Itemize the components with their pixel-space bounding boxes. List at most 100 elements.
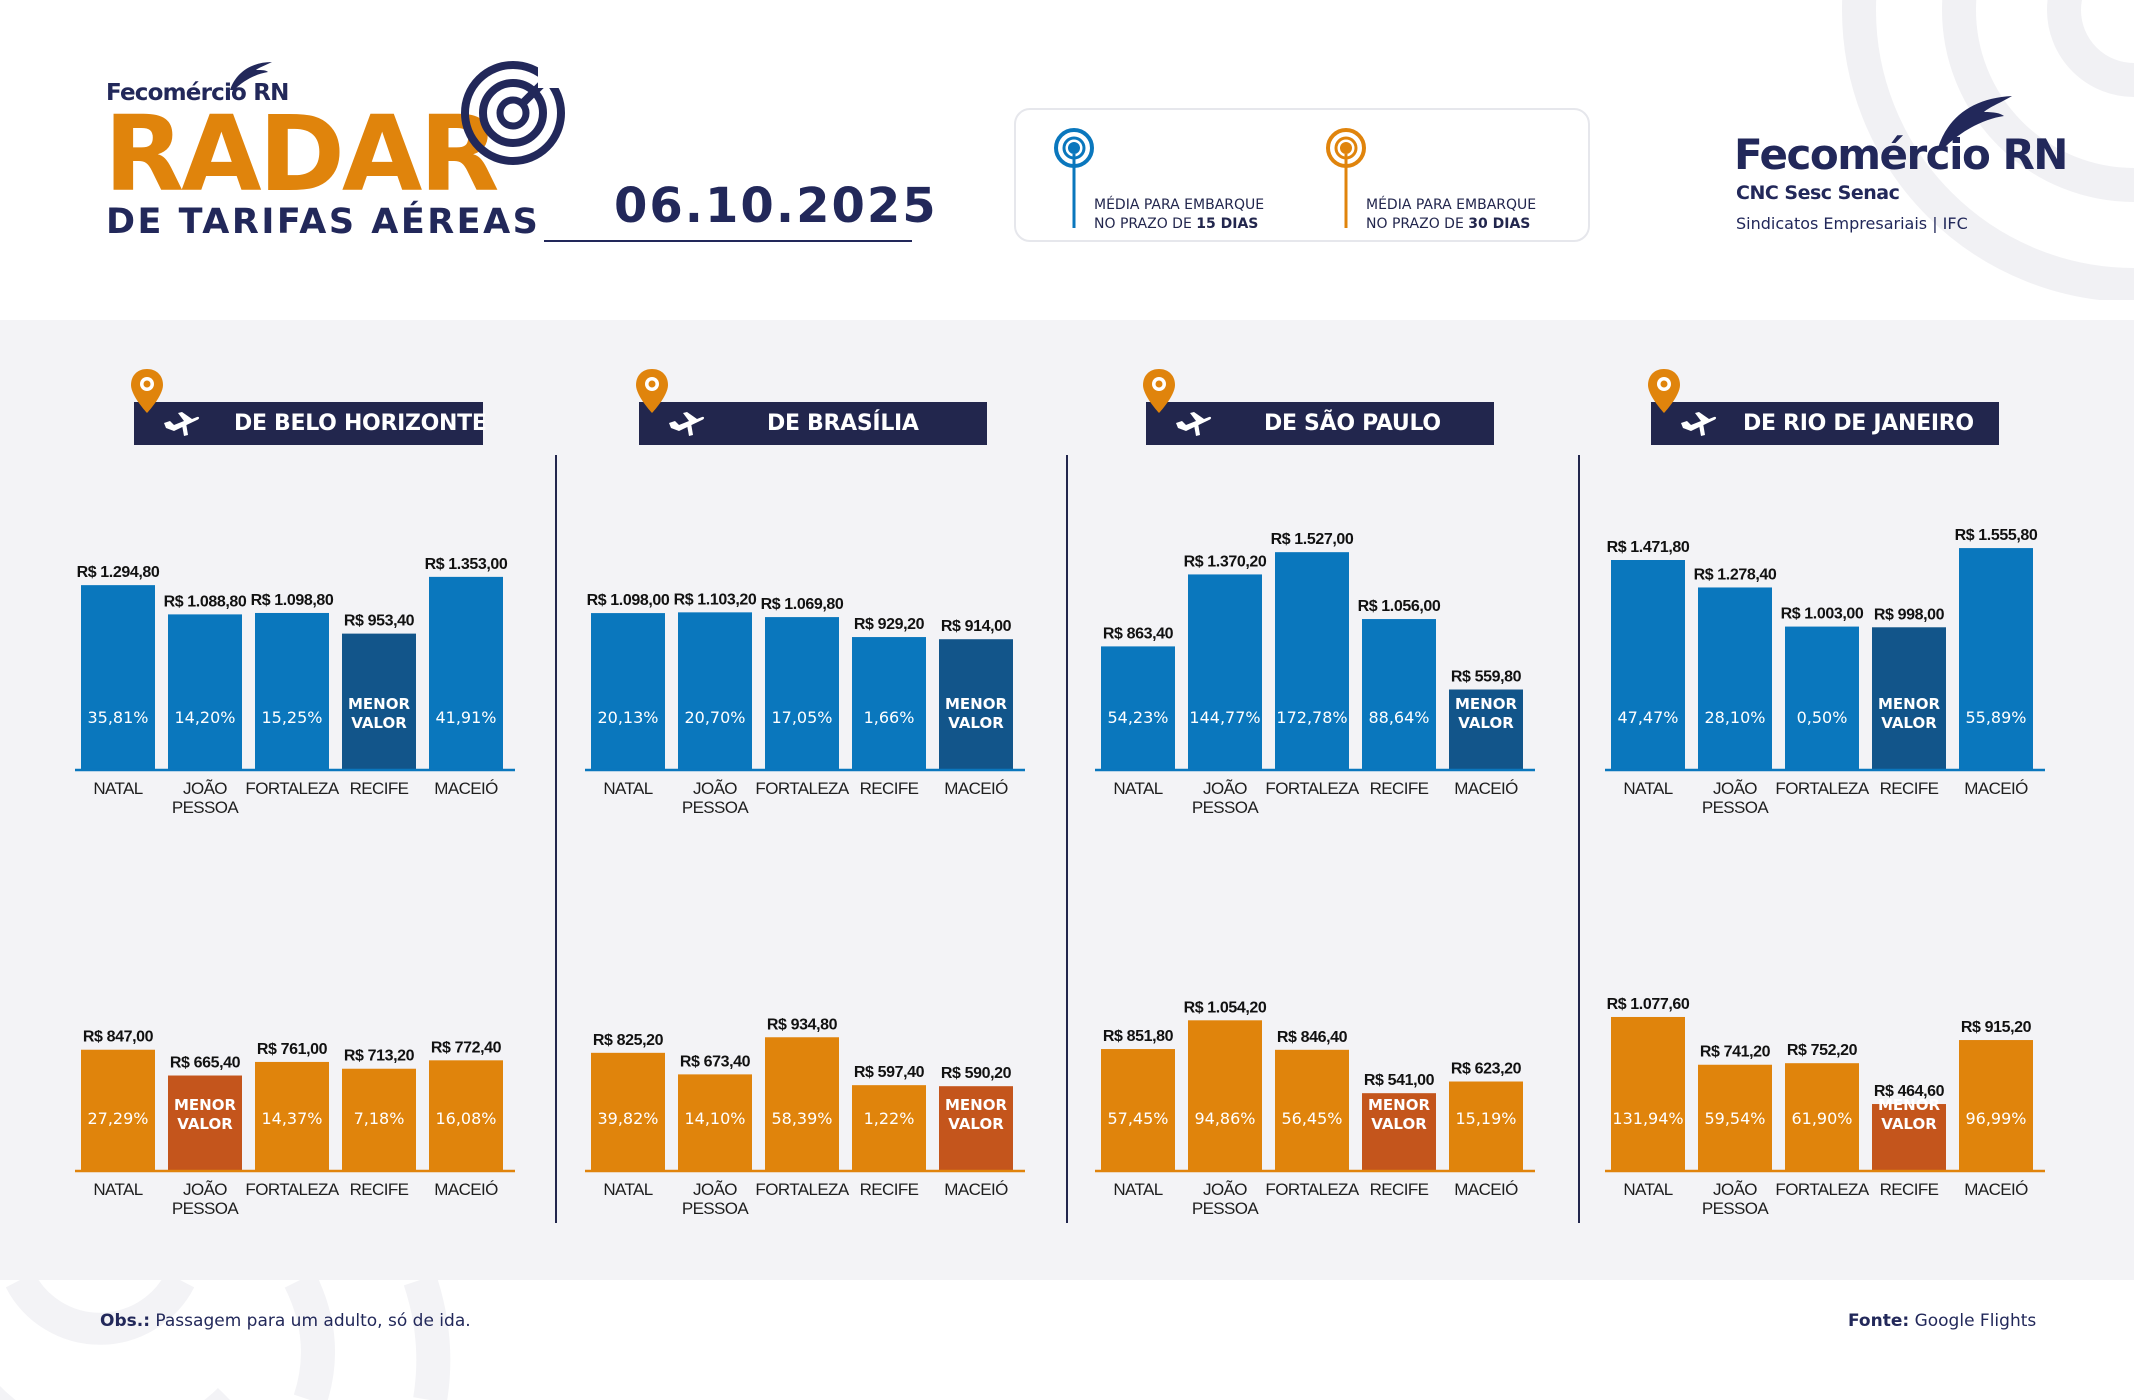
bar-value-label: R$ 1.278,40 [1694,566,1777,583]
airplane-takeoff-icon [669,412,705,436]
bar-joão-pessoa [168,614,242,769]
category-label: MACEIÓ [1964,779,2028,798]
origin-header: DE BRASÍLIA [639,402,987,445]
bar-recife [1872,627,1946,769]
category-label: MACEIÓ [1454,779,1518,798]
bar-value-label: R$ 846,40 [1277,1029,1348,1046]
origin-title: DE SÃO PAULO [1264,411,1441,436]
category-label: NATAL [1113,1180,1162,1199]
lowest-value-badge: MENOR [1878,1096,1940,1114]
category-label: PESSOA [1702,798,1770,817]
bar-percent-label: 15,19% [1455,1109,1516,1128]
bar-value-label: R$ 1.370,20 [1184,553,1267,570]
bar-percent-label: 96,99% [1965,1109,2026,1128]
category-label: RECIFE [1880,1180,1939,1199]
origin-title: DE RIO DE JANEIRO [1743,411,1974,436]
bar-percent-label: 88,64% [1368,708,1429,727]
legend-line2: NO PRAZO DE [1366,216,1469,232]
category-label: NATAL [1623,1180,1672,1199]
bar-value-label: R$ 1.056,00 [1358,598,1441,615]
category-label: FORTALEZA [1775,779,1869,798]
bar-value-label: R$ 825,20 [593,1032,664,1049]
bar-percent-label: 20,13% [597,708,658,727]
bar-percent-label: 1,66% [864,708,915,727]
chart-30-dias: R$ 825,20 39,82% NATAL R$ 673,40 14,10% JOÃOP… [585,1016,1025,1218]
bar-value-label: R$ 772,40 [431,1039,502,1056]
date-underline [544,240,912,242]
category-label: RECIFE [860,1180,919,1199]
radar-signal-icon [1326,128,1366,228]
origin-header: DE BELO HORIZONTE [134,402,487,445]
category-label: FORTALEZA [755,779,849,798]
category-label: MACEIÓ [1454,1180,1518,1199]
bar-value-label: R$ 1.077,60 [1607,996,1690,1013]
footer-source-label: Fonte: [1848,1311,1910,1331]
bar-joão-pessoa [1698,1064,1772,1170]
bar-percent-label: 41,91% [435,708,496,727]
bar-natal [1611,1016,1685,1170]
bar-percent-label: 144,77% [1189,708,1260,727]
origin-title: DE BRASÍLIA [767,411,919,436]
bar-value-label: R$ 914,00 [941,618,1012,635]
bar-percent-label: 35,81% [87,708,148,727]
bar-joão-pessoa [1188,1020,1262,1170]
category-label: JOÃO [1203,1180,1247,1199]
category-label: JOÃO [1713,1180,1757,1199]
legend-line1: MÉDIA PARA EMBARQUE [1094,197,1265,213]
lowest-value-badge: MENOR [1368,1096,1430,1114]
main-panel: DE BELO HORIZONTE R$ 1.294,80 35,81% NATAL R… [0,320,2134,1280]
bar-value-label: R$ 998,00 [1874,606,1945,623]
origin-header: DE RIO DE JANEIRO [1651,402,1999,445]
bar-fortaleza [765,617,839,769]
column-divider [1066,455,1068,1223]
airplane-takeoff-icon [1176,412,1212,436]
bar-joão-pessoa [1698,587,1772,769]
category-label: PESSOA [1192,798,1260,817]
bar-value-label: R$ 1.098,80 [251,592,334,609]
lowest-value-badge: MENOR [174,1096,236,1114]
bar-value-label: R$ 953,40 [344,613,415,630]
category-label: RECIFE [350,1180,409,1199]
column-divider [555,455,557,1223]
category-label: FORTALEZA [245,1180,339,1199]
bar-value-label: R$ 1.003,00 [1781,606,1864,623]
bar-percent-label: 57,45% [1107,1109,1168,1128]
bar-fortaleza [1785,626,1859,769]
bar-value-label: R$ 623,20 [1451,1061,1522,1078]
category-label: RECIFE [350,779,409,798]
bar-percent-label: 39,82% [597,1109,658,1128]
bar-percent-label: 54,23% [1107,708,1168,727]
category-label: NATAL [1623,779,1672,798]
bar-value-label: R$ 665,40 [170,1055,241,1072]
bar-percent-label: 16,08% [435,1109,496,1128]
bar-percent-label: 7,18% [354,1109,405,1128]
bar-maceió [1449,1081,1523,1170]
bar-natal [81,585,155,769]
category-label: MACEIÓ [944,1180,1008,1199]
bar-joão-pessoa [678,612,752,769]
bar-value-label: R$ 752,20 [1787,1042,1858,1059]
legend-line2-bold: 30 DIAS [1468,216,1531,232]
bar-percent-label: 59,54% [1704,1109,1765,1128]
bar-value-label: R$ 1.088,80 [164,593,247,610]
airplane-takeoff-icon [164,412,200,436]
category-label: FORTALEZA [1265,779,1359,798]
bar-value-label: R$ 863,40 [1103,625,1174,642]
radar-icon [461,58,568,165]
bar-value-label: R$ 464,60 [1874,1083,1945,1100]
chart-30-dias: R$ 851,80 57,45% NATAL R$ 1.054,20 94,86% JOÃ… [1095,999,1535,1218]
origin-title: DE BELO HORIZONTE [234,411,487,436]
legend: MÉDIA PARA EMBARQUE NO PRAZO DE 15 DIAS … [1014,108,1590,242]
bar-value-label: R$ 1.471,80 [1607,539,1690,556]
bar-fortaleza [1785,1063,1859,1170]
lowest-value-badge: MENOR [1455,695,1517,713]
origin-sao-paulo: DE SÃO PAULO R$ 863,40 54,23% NATAL R$ 1.370… [1095,320,1555,1280]
bar-recife [1872,1104,1946,1170]
chart-15-dias: R$ 863,40 54,23% NATAL R$ 1.370,20 144,77% JO… [1095,531,1535,817]
category-label: PESSOA [172,1199,240,1218]
footer-note-label: Obs.: [100,1311,150,1331]
category-label: JOÃO [1713,779,1757,798]
decorative-arcs-bottom-left [0,1280,451,1400]
category-label: PESSOA [1192,1199,1260,1218]
bar-percent-label: 28,10% [1704,708,1765,727]
